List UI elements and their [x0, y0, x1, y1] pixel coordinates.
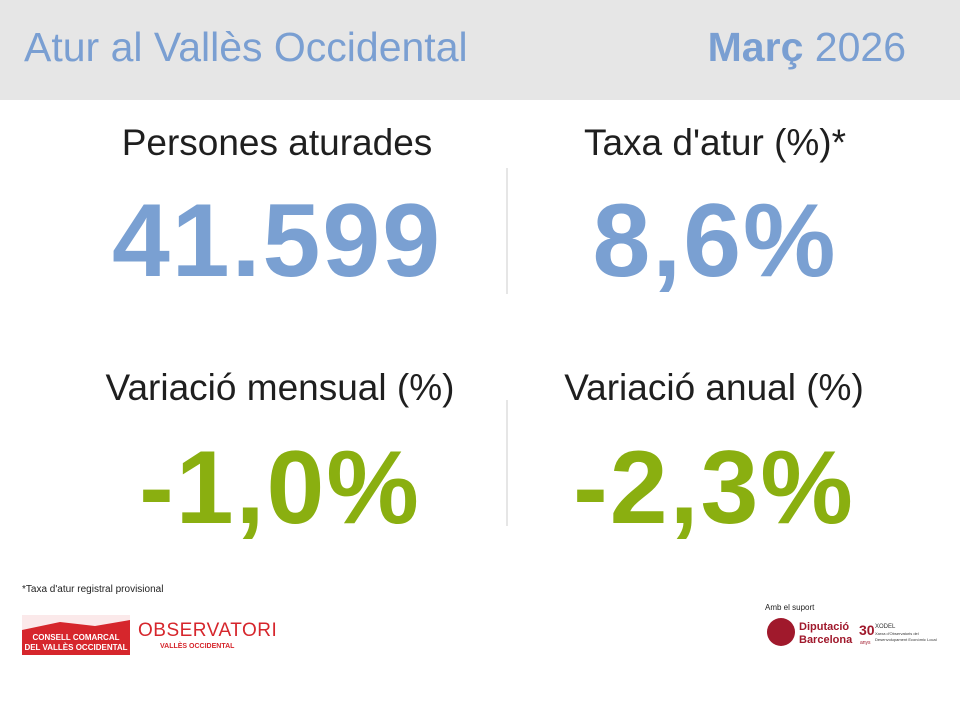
logo-text: CONSELL COMARCAL	[33, 633, 120, 642]
logo-text: Xarxa d'Observatoris del	[875, 631, 919, 636]
kpi-label: Variació mensual (%)	[105, 367, 455, 408]
divider	[506, 400, 508, 526]
logo-text: Diputació	[799, 621, 849, 633]
logo-text: 30	[859, 622, 875, 638]
logo-text: DEL VALLÈS OCCIDENTAL	[24, 643, 127, 652]
kpi-label: Variació anual (%)	[564, 367, 864, 408]
logo-text: OBSERVATORI	[138, 620, 277, 641]
diputacio-logo	[767, 618, 795, 646]
logo-text: VALLÈS OCCIDENTAL	[160, 641, 235, 650]
logo-text: XODEL	[875, 624, 896, 630]
kpi: Persones aturades 41.599	[57, 122, 497, 301]
kpi-value: -1,0%	[139, 430, 421, 546]
footnote: *Taxa d'atur registral provisional	[22, 584, 164, 595]
kpi: Variació mensual (%) -1,0%	[60, 367, 500, 548]
kpi-value: 8,6%	[592, 183, 838, 299]
logo-shape	[22, 615, 130, 630]
kpi-label: Persones aturades	[121, 122, 433, 163]
date: Març 2026	[708, 24, 906, 71]
kpi-value: -2,3%	[573, 430, 855, 546]
logo-text: Desenvolupament Econòmic Local	[875, 637, 937, 642]
logo-text: anys	[860, 640, 871, 646]
kpi: Variació anual (%) -2,3%	[494, 367, 934, 548]
logos: CONSELL COMARCAL DEL VALLÈS OCCIDENTAL O…	[22, 603, 937, 655]
kpi-label: Taxa d'atur (%)*	[583, 122, 847, 163]
title: Atur al Vallès Occidental	[24, 24, 468, 70]
year: 2026	[814, 24, 906, 70]
kpi-value: 41.599	[111, 183, 443, 299]
divider	[506, 168, 508, 294]
logo-text: Barcelona	[799, 634, 853, 646]
kpi: Taxa d'atur (%)* 8,6%	[495, 122, 935, 301]
support-text: Amb el suport	[765, 603, 815, 612]
header: Atur al Vallès Occidental Març 2026	[0, 0, 960, 100]
month: Març	[707, 24, 804, 70]
